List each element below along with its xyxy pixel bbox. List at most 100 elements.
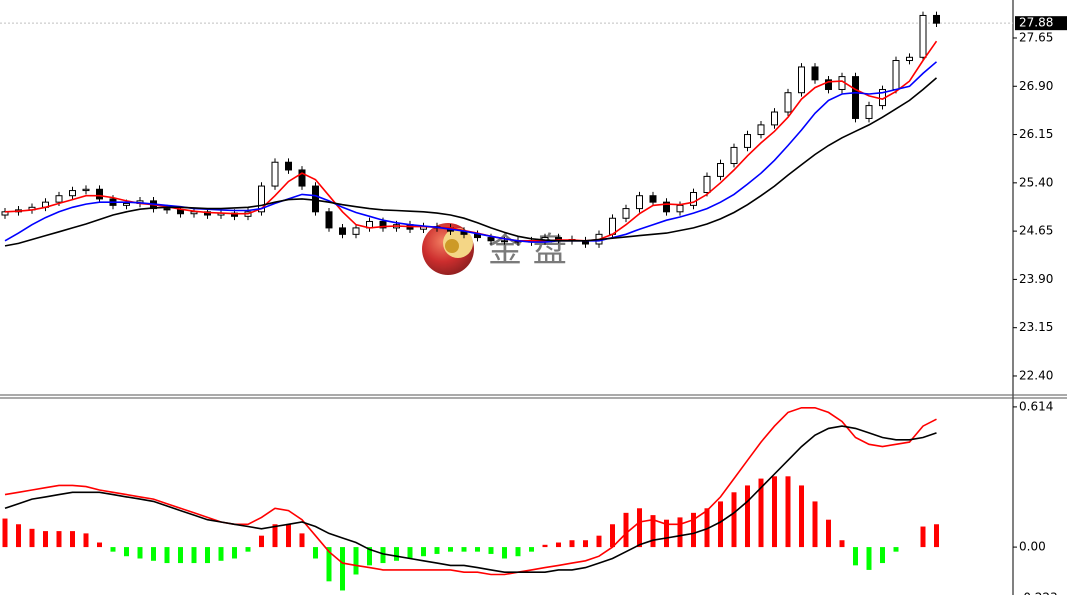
- histogram-bar: [299, 533, 305, 548]
- histogram-bar: [218, 547, 224, 561]
- candle-body: [865, 105, 873, 119]
- moving-average-line: [4, 77, 938, 247]
- histogram-bar: [151, 547, 156, 561]
- histogram-bar: [758, 478, 764, 548]
- histogram-bar: [367, 547, 372, 566]
- candle-body: [730, 146, 738, 165]
- histogram-bar: [272, 524, 278, 548]
- histogram-bar: [488, 547, 494, 554]
- histogram-bar: [434, 547, 440, 554]
- histogram-bar: [785, 476, 791, 548]
- histogram-bar: [704, 508, 710, 548]
- histogram-bar: [893, 547, 899, 552]
- candle-body: [663, 201, 670, 213]
- histogram-bar: [637, 508, 642, 548]
- y-tick-label: 22.40: [1019, 368, 1053, 382]
- candle-body: [82, 188, 90, 192]
- histogram-bar: [502, 547, 507, 559]
- histogram-bar: [448, 547, 453, 552]
- histogram-bar: [475, 547, 480, 552]
- candle-body: [784, 92, 792, 113]
- histogram-bar: [799, 485, 804, 548]
- candle-body: [163, 208, 171, 211]
- histogram-bar: [110, 547, 116, 552]
- candle-body: [96, 188, 103, 200]
- histogram-bar: [205, 547, 210, 564]
- histogram-bar: [16, 524, 21, 548]
- histogram-bar: [880, 547, 885, 564]
- candle-body: [676, 204, 684, 213]
- histogram-bar: [245, 547, 251, 552]
- histogram-bar: [677, 517, 683, 548]
- candle-body: [798, 66, 805, 94]
- y-tick-label: 26.90: [1019, 79, 1053, 93]
- candle-body: [906, 56, 913, 62]
- histogram-bar: [286, 524, 291, 548]
- candle-body: [825, 79, 832, 90]
- y-tick-label: 26.15: [1019, 127, 1053, 141]
- histogram-bar: [718, 501, 723, 548]
- histogram-bar: [137, 547, 143, 559]
- candle-body: [312, 185, 319, 213]
- candle-body: [258, 185, 265, 213]
- histogram-bar: [191, 547, 197, 564]
- histogram-bar: [515, 547, 521, 557]
- candle-body: [757, 124, 765, 136]
- candle-body: [487, 237, 495, 242]
- moving-average-line: [4, 61, 938, 243]
- candle-body: [690, 191, 697, 206]
- histogram-bar: [407, 547, 413, 559]
- candle-body: [69, 190, 76, 197]
- histogram-bar: [529, 547, 534, 552]
- candle-body: [892, 60, 900, 90]
- candle-body: [177, 209, 184, 215]
- histogram-bar: [421, 547, 426, 557]
- histogram-bar: [772, 476, 777, 548]
- watermark-text: 金 盘: [488, 231, 567, 271]
- histogram-bar: [623, 512, 629, 548]
- watermark-logo: [422, 223, 474, 275]
- candle-body: [811, 66, 819, 81]
- candle-body: [933, 14, 940, 24]
- y-tick-label: 25.40: [1019, 175, 1053, 189]
- y-tick-label: 24.65: [1019, 224, 1053, 238]
- macd-line: [4, 425, 937, 573]
- candle-body: [271, 161, 279, 187]
- last-price-badge: 27.88: [1015, 16, 1067, 31]
- histogram-bar: [97, 542, 102, 548]
- histogram-bar: [56, 531, 62, 548]
- candle-body: [622, 208, 630, 219]
- histogram-bar: [70, 531, 75, 548]
- histogram-bar: [731, 492, 737, 548]
- candle-body: [352, 227, 360, 235]
- histogram-bar: [583, 540, 588, 548]
- histogram-bar: [920, 526, 926, 548]
- histogram-bar: [866, 547, 872, 570]
- histogram-bar: [380, 547, 386, 564]
- candle-body: [325, 211, 333, 229]
- logo-dot: [445, 239, 459, 253]
- histogram-bar: [853, 547, 858, 566]
- last-price-box: [1015, 16, 1067, 31]
- candle-body: [703, 175, 711, 193]
- y-tick-label: 23.15: [1019, 320, 1053, 334]
- candle-body: [339, 227, 346, 235]
- candle-body: [771, 111, 778, 126]
- candle-body: [55, 195, 63, 203]
- histogram-bar: [124, 547, 129, 557]
- histogram-bar: [83, 533, 89, 548]
- histogram-bar: [313, 547, 318, 559]
- candle-body: [852, 76, 859, 119]
- histogram-bar: [29, 528, 35, 548]
- y-tick-label: 23.90: [1019, 272, 1053, 286]
- histogram-bar: [839, 540, 845, 548]
- macd-line: [4, 407, 937, 576]
- candle-body: [123, 202, 130, 206]
- candle-body: [744, 134, 751, 148]
- y-tick-label: -0.223: [1019, 591, 1058, 595]
- y-tick-label: 0.00: [1019, 540, 1046, 554]
- histogram-bar: [394, 547, 399, 561]
- candle-body: [555, 237, 562, 240]
